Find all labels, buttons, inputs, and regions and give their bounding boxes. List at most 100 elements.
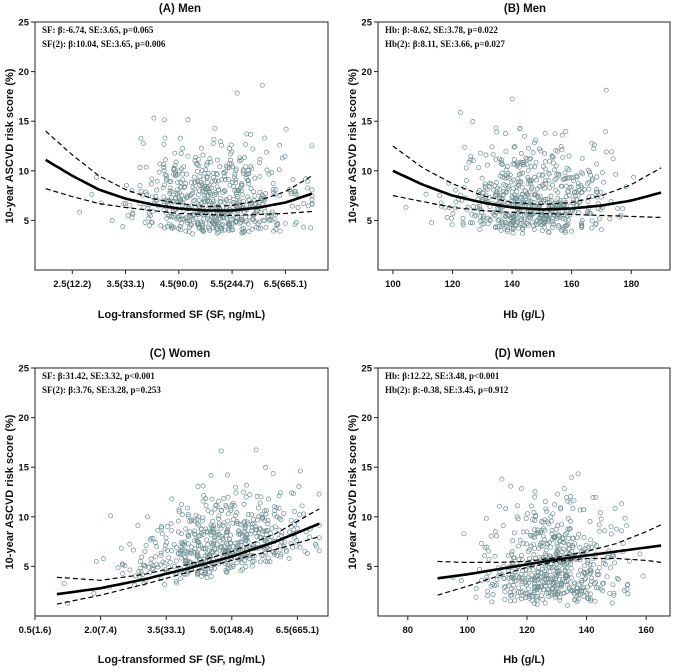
scatter-point xyxy=(209,202,215,208)
scatter-point xyxy=(614,526,619,532)
scatter-point xyxy=(254,534,260,539)
scatter-point xyxy=(578,169,584,175)
scatter-point xyxy=(223,567,229,573)
scatter-point xyxy=(154,178,160,184)
scatter-point xyxy=(225,518,231,524)
scatter-point xyxy=(542,151,548,157)
scatter-point xyxy=(525,209,531,215)
scatter-point xyxy=(569,474,575,480)
scatter-point xyxy=(555,591,561,597)
scatter-point xyxy=(200,483,206,489)
scatter-point xyxy=(137,559,143,564)
scatter-point xyxy=(219,227,225,233)
scatter-point xyxy=(157,161,163,167)
panel-d-ci-lower xyxy=(437,557,662,596)
scatter-point xyxy=(587,562,593,568)
scatter-point xyxy=(179,512,185,518)
scatter-point xyxy=(221,520,227,526)
panel-c-ytick-label: 25 xyxy=(18,364,29,375)
scatter-point xyxy=(556,576,562,582)
scatter-point xyxy=(511,530,517,536)
scatter-point xyxy=(274,514,280,520)
scatter-point xyxy=(166,555,172,561)
scatter-point xyxy=(533,137,539,143)
scatter-point xyxy=(205,184,211,190)
scatter-point xyxy=(172,563,177,569)
scatter-point xyxy=(204,537,210,543)
scatter-point xyxy=(549,537,555,543)
scatter-point xyxy=(533,531,539,537)
scatter-point xyxy=(176,508,182,514)
scatter-point xyxy=(524,529,530,535)
scatter-point xyxy=(238,219,244,225)
scatter-point xyxy=(544,590,550,596)
scatter-point xyxy=(543,551,548,557)
scatter-point xyxy=(226,511,231,517)
scatter-point xyxy=(591,142,597,148)
scatter-point xyxy=(227,182,233,188)
scatter-point xyxy=(184,195,189,201)
scatter-point xyxy=(520,541,526,546)
scatter-point xyxy=(590,495,596,500)
scatter-point xyxy=(565,217,571,223)
scatter-point xyxy=(565,516,571,521)
scatter-point xyxy=(309,187,315,193)
scatter-point xyxy=(594,186,600,192)
scatter-point xyxy=(248,132,254,138)
scatter-point xyxy=(563,194,569,200)
scatter-point xyxy=(621,587,627,593)
scatter-point xyxy=(174,187,180,193)
scatter-point xyxy=(210,518,216,524)
scatter-point xyxy=(514,196,520,202)
scatter-point xyxy=(515,516,521,522)
scatter-point xyxy=(487,180,493,186)
scatter-point xyxy=(622,515,628,521)
scatter-point xyxy=(257,156,263,162)
scatter-point xyxy=(587,519,593,524)
scatter-point xyxy=(470,204,476,210)
scatter-point xyxy=(215,531,221,537)
panel-d-xtick-label: 120 xyxy=(519,625,535,636)
scatter-point xyxy=(517,126,523,131)
scatter-point xyxy=(562,531,568,537)
scatter-point xyxy=(589,575,595,581)
scatter-point xyxy=(277,193,283,199)
scatter-point xyxy=(608,531,614,537)
scatter-point xyxy=(608,565,613,571)
scatter-point xyxy=(143,189,149,195)
scatter-point xyxy=(464,207,470,213)
scatter-point xyxy=(224,504,230,510)
scatter-point xyxy=(523,515,529,521)
scatter-point xyxy=(548,198,554,204)
scatter-point xyxy=(233,219,239,225)
scatter-point xyxy=(550,182,555,188)
scatter-point xyxy=(100,556,106,562)
scatter-point xyxy=(598,227,604,233)
scatter-point xyxy=(269,209,275,215)
scatter-point xyxy=(240,171,246,177)
scatter-point xyxy=(196,163,202,169)
scatter-point xyxy=(546,564,552,570)
panel-a-ylabel: 10-year ASCVD risk score (%) xyxy=(4,68,16,223)
scatter-point xyxy=(562,170,568,176)
scatter-point xyxy=(296,484,302,490)
scatter-point xyxy=(212,178,218,184)
panel-a-xlabel: Log-transformed SF (SF, ng/mL) xyxy=(98,309,266,321)
scatter-point xyxy=(515,176,521,182)
scatter-point xyxy=(528,532,534,538)
scatter-point xyxy=(581,535,587,540)
scatter-point xyxy=(588,596,593,602)
scatter-point xyxy=(518,486,524,492)
scatter-point xyxy=(574,599,580,605)
panel-d-annotation: Hb: β:12.22, SE:3.48, p<0.001 xyxy=(385,371,500,381)
scatter-point xyxy=(542,499,548,504)
scatter-point xyxy=(249,226,255,232)
scatter-point xyxy=(570,506,576,511)
scatter-point xyxy=(530,223,536,229)
scatter-point xyxy=(543,547,549,553)
scatter-point xyxy=(161,167,167,173)
panel-d-fit-line xyxy=(437,544,662,580)
scatter-point xyxy=(262,538,268,544)
scatter-point xyxy=(547,210,553,216)
scatter-point xyxy=(546,171,552,177)
